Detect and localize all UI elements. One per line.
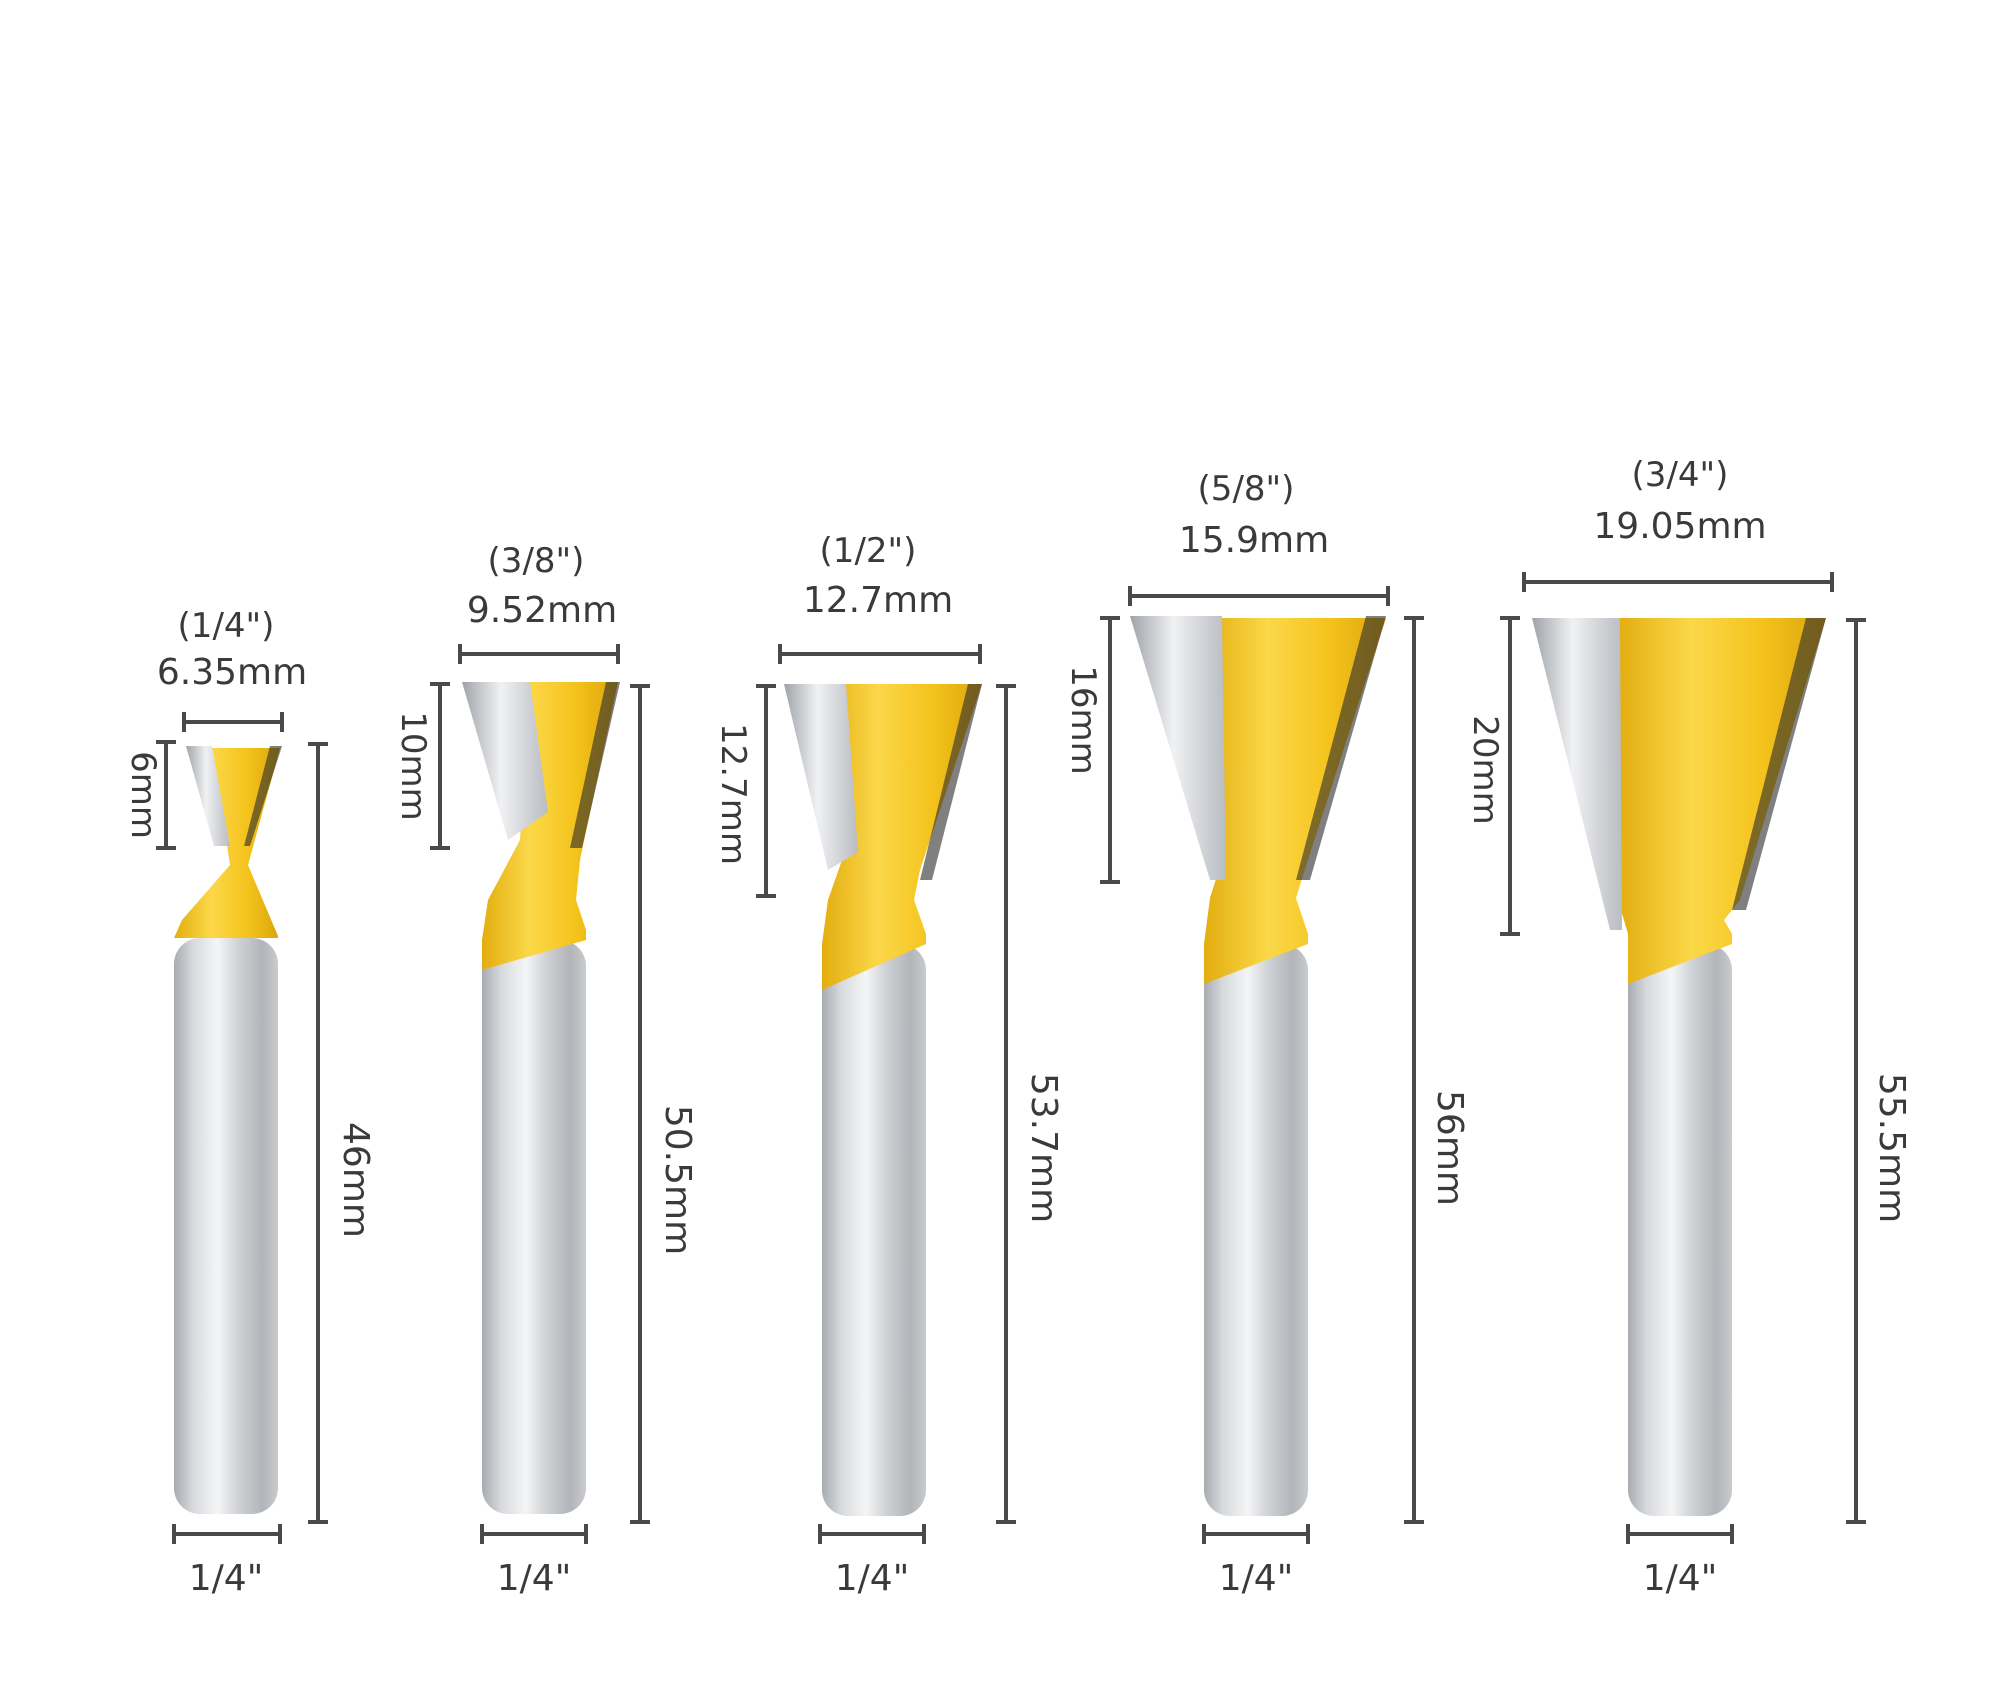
bit-3-body — [822, 684, 982, 990]
bit-3-shank — [822, 944, 926, 1516]
router-bit-4: (5/8") 15.9mm 16mm 56mm 1/4" — [1063, 469, 1470, 1599]
bit-5-cut-height: 20mm — [1465, 715, 1505, 825]
bit-3-cut-height: 12.7mm — [713, 723, 753, 865]
bit-5-shank — [1628, 944, 1732, 1516]
bit-5-diameter-mm: 19.05mm — [1593, 506, 1766, 547]
bit-1-diameter-mm: 6.35mm — [157, 652, 307, 693]
bit-3-diameter-mm: 12.7mm — [803, 580, 953, 621]
bit-5-diameter-inch: (3/4") — [1632, 455, 1729, 495]
bit-2-overall-length: 50.5mm — [657, 1105, 698, 1255]
bit-4-overall-length: 56mm — [1429, 1090, 1470, 1206]
bit-1-shank — [174, 938, 278, 1514]
bit-2-shank — [482, 940, 586, 1514]
bit-2-diameter-mm: 9.52mm — [467, 590, 617, 631]
bit-2-diameter-inch: (3/8") — [488, 541, 585, 581]
bit-4-shank-size: 1/4" — [1219, 1558, 1294, 1599]
bit-4-body — [1204, 618, 1386, 984]
bit-4-cut-height: 16mm — [1063, 665, 1103, 775]
bit-5-cutter-edge — [1732, 618, 1826, 910]
bit-5-overall-length: 55.5mm — [1871, 1073, 1912, 1223]
router-bit-5: (3/4") 19.05mm 20mm 55.5mm 1/4" — [1465, 455, 1912, 1599]
bit-5-body — [1618, 618, 1826, 984]
bit-4-diameter-mm: 15.9mm — [1179, 520, 1329, 561]
router-bit-2: (3/8") 9.52mm 10mm 50.5mm 1/4" — [393, 541, 698, 1599]
bit-2-carbide-cutter — [462, 682, 548, 840]
bit-5-shank-size: 1/4" — [1643, 1558, 1718, 1599]
router-bit-1: (1/4") 6.35mm 6mm 46mm 1/4" — [123, 606, 376, 1599]
bit-2-shank-size: 1/4" — [497, 1558, 572, 1599]
bit-2-cutter-edge — [570, 682, 620, 848]
bit-4-shank — [1204, 944, 1308, 1516]
bit-4-diameter-inch: (5/8") — [1198, 469, 1295, 509]
bit-3-shank-size: 1/4" — [835, 1558, 910, 1599]
bit-1-carbide-cutter — [186, 746, 230, 846]
bit-1-cutter-edge — [244, 746, 282, 846]
bit-3-diameter-inch: (1/2") — [820, 531, 917, 571]
router-bit-3: (1/2") 12.7mm 12.7mm 53.7mm 1/4" — [713, 531, 1064, 1599]
bit-1-cut-height: 6mm — [123, 751, 163, 839]
bit-2-cut-height: 10mm — [393, 711, 433, 821]
bit-5-carbide-cutter — [1532, 618, 1622, 930]
bit-1-overall-length: 46mm — [335, 1122, 376, 1238]
bit-4-cutter-edge — [1296, 616, 1386, 880]
bit-1-shank-size: 1/4" — [189, 1558, 264, 1599]
bit-3-overall-length: 53.7mm — [1023, 1073, 1064, 1223]
bit-3-cutter-edge — [920, 684, 982, 880]
bit-1-diameter-inch: (1/4") — [178, 606, 275, 646]
bit-4-carbide-cutter — [1130, 616, 1226, 880]
bit-3-carbide-cutter — [784, 684, 858, 870]
bit-2-body — [482, 682, 618, 970]
